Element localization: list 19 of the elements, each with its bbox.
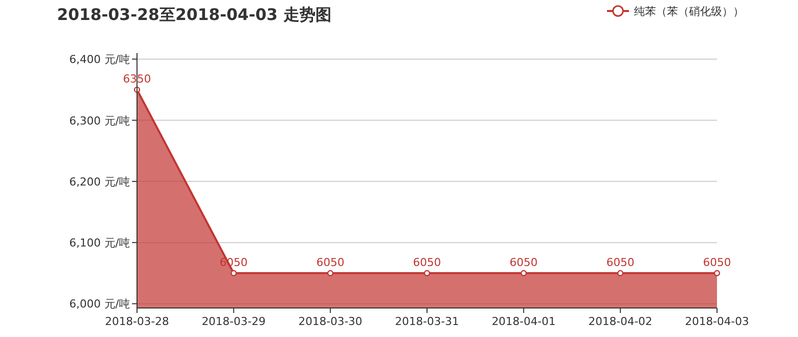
- x-tick-label: 2018-04-01: [492, 315, 556, 328]
- x-tick-label: 2018-03-28: [105, 315, 169, 328]
- data-label: 6050: [316, 256, 344, 270]
- data-label: 6050: [510, 256, 538, 270]
- x-tick-label: 2018-04-02: [588, 315, 652, 328]
- y-tick-label: 6,200 元/吨: [69, 175, 130, 188]
- x-tick-label: 2018-04-03: [685, 315, 749, 328]
- y-tick-label: 6,100 元/吨: [69, 236, 130, 250]
- chart-title: 2018-03-28至2018-04-03 走势图: [57, 5, 332, 24]
- y-tick-label: 6,400 元/吨: [69, 53, 130, 66]
- y-tick-label: 6,300 元/吨: [69, 114, 130, 128]
- data-label: 6050: [703, 256, 731, 270]
- legend-label: 纯苯（苯（硝化级））: [634, 5, 744, 18]
- y-tick-label: 6,000 元/吨: [69, 298, 130, 311]
- x-tick-label: 2018-03-31: [395, 315, 459, 328]
- data-label: 6050: [606, 256, 634, 270]
- x-tick-label: 2018-03-29: [202, 315, 266, 328]
- x-tick-label: 2018-03-30: [298, 315, 362, 328]
- data-label: 6050: [413, 256, 441, 270]
